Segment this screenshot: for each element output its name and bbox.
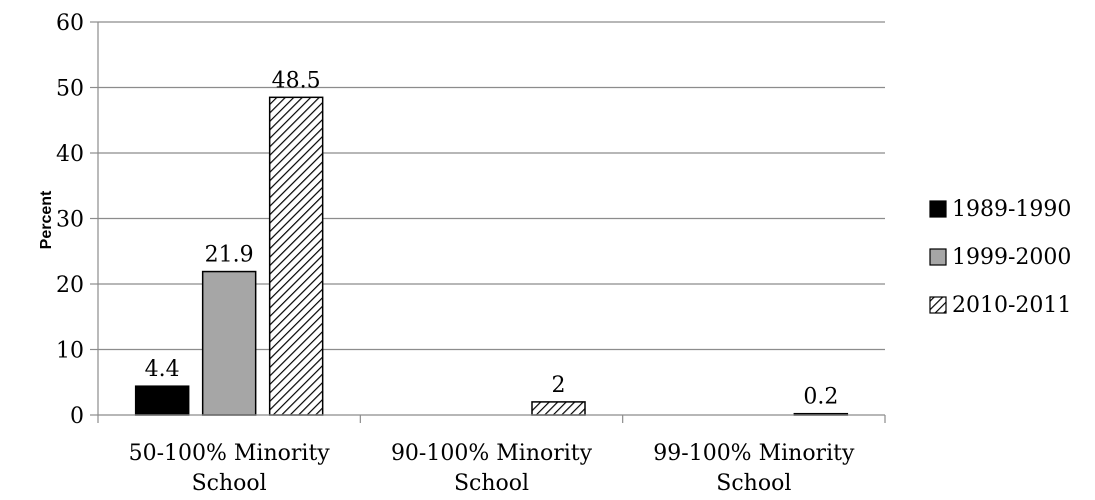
bar-1989-1990 bbox=[134, 385, 190, 416]
legend: 1989-1990 1999-2000 2010-2011 bbox=[929, 197, 1071, 318]
y-axis-title: Percent bbox=[38, 190, 55, 249]
y-tick-label: 50 bbox=[56, 77, 84, 102]
data-label: 4.4 bbox=[145, 357, 180, 382]
x-category-label: School bbox=[192, 471, 267, 496]
legend-label: 1989-1990 bbox=[952, 197, 1071, 222]
y-tick-label: 60 bbox=[56, 11, 84, 36]
bar-2010-2011 bbox=[531, 401, 586, 416]
y-tick-label: 20 bbox=[56, 273, 84, 298]
legend-swatch bbox=[929, 200, 947, 218]
y-tick-label: 40 bbox=[56, 142, 84, 167]
data-label: 0.2 bbox=[803, 385, 838, 410]
x-category-label: 90-100% Minority bbox=[391, 441, 593, 466]
bars bbox=[134, 96, 849, 416]
data-label: 48.5 bbox=[272, 68, 321, 93]
labels: 0 10 20 30 40 50 60 50-100% Minority School 90-10… bbox=[56, 11, 855, 496]
x-category-label: 99-100% Minority bbox=[653, 441, 855, 466]
bar-1999-2000 bbox=[201, 270, 257, 416]
x-category-label: School bbox=[716, 471, 791, 496]
legend-label: 1999-2000 bbox=[952, 245, 1071, 270]
y-tick-label: 10 bbox=[56, 339, 84, 364]
legend-label: 2010-2011 bbox=[952, 293, 1071, 318]
y-tick-label: 0 bbox=[70, 404, 84, 429]
y-tick-label: 30 bbox=[56, 208, 84, 233]
legend-swatch bbox=[929, 296, 947, 314]
bar-2010-2011 bbox=[268, 96, 324, 416]
data-label: 2 bbox=[552, 373, 566, 398]
data-label: 21.9 bbox=[205, 243, 254, 268]
x-category-label: 50-100% Minority bbox=[129, 441, 331, 466]
axes bbox=[90, 21, 886, 423]
legend-swatch bbox=[929, 248, 947, 266]
x-category-label: School bbox=[454, 471, 529, 496]
